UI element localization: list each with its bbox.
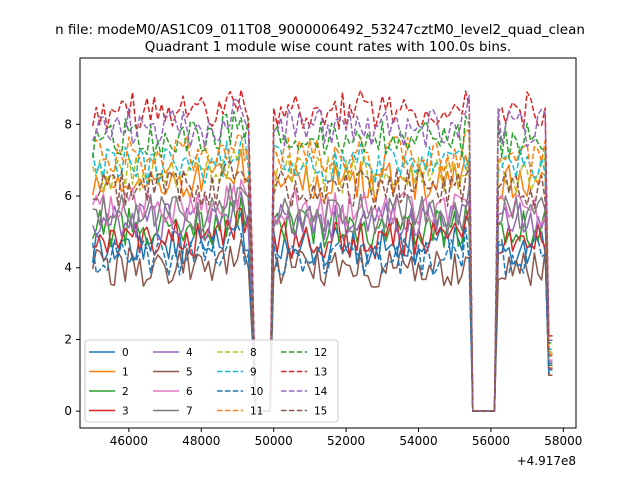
y-tick-label: 6 <box>64 189 72 203</box>
y-tick-label: 2 <box>64 332 72 346</box>
legend-label-12: 12 <box>314 347 327 359</box>
x-tick-label: 52000 <box>327 434 365 448</box>
legend-label-14: 14 <box>314 386 328 398</box>
x-tick-label: 50000 <box>255 434 293 448</box>
legend-label-11: 11 <box>250 406 263 418</box>
legend-label-10: 10 <box>250 386 263 398</box>
legend-label-9: 9 <box>250 367 257 379</box>
x-tick-label: 46000 <box>110 434 148 448</box>
x-tick-label: 54000 <box>399 434 437 448</box>
y-tick-label: 8 <box>64 117 72 131</box>
legend-label-7: 7 <box>186 406 193 418</box>
series-line-15 <box>92 160 553 412</box>
series-line-10 <box>91 224 553 412</box>
legend-label-5: 5 <box>186 367 193 379</box>
plot-frame <box>79 57 577 429</box>
chart-title: Quadrant 1 module wise count rates with … <box>145 39 511 55</box>
y-tick-label: 4 <box>64 261 72 275</box>
legend-box <box>84 339 339 423</box>
x-tick-label: 56000 <box>472 434 510 448</box>
legend-label-6: 6 <box>186 386 193 398</box>
legend-label-4: 4 <box>186 347 193 359</box>
legend-label-0: 0 <box>122 347 129 359</box>
x-tick-label: 48000 <box>182 434 220 448</box>
legend-label-3: 3 <box>122 406 129 418</box>
legend-label-15: 15 <box>314 406 327 418</box>
axes: 46000 48000 50000 52000 54000 56000 58000 0 2 4 6 8 <box>64 117 582 448</box>
x-offset-label: +4.917e8 <box>517 454 576 468</box>
figure-suptitle: n file: modeM0/AS1C09_011T08_9000006492_… <box>55 22 585 38</box>
legend-label-13: 13 <box>314 367 327 379</box>
series-line-14 <box>92 94 553 412</box>
x-tick-label: 58000 <box>544 434 582 448</box>
legend-label-1: 1 <box>122 367 129 379</box>
y-tick-label: 0 <box>64 404 72 418</box>
legend-label-8: 8 <box>250 347 257 359</box>
series-layer <box>91 89 553 412</box>
legend-label-2: 2 <box>122 386 129 398</box>
